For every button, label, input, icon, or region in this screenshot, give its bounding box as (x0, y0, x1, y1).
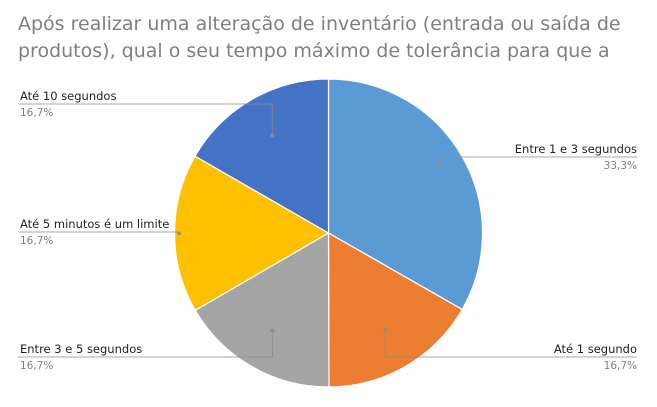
leader-line-5 (18, 103, 273, 136)
chart-title-line-1: Após realizar uma alteração de inventári… (18, 13, 621, 35)
pie-slice-4 (173, 155, 330, 312)
leader-line-3 (18, 330, 273, 358)
pie-slice-3 (194, 231, 330, 388)
slice-value-label: 16,7% (20, 107, 53, 119)
data-labels: Entre 1 e 3 segundos 33,3% Até 1 segundo 16… (18, 89, 637, 372)
leader-dot-5 (270, 133, 275, 138)
leader-dot-4 (177, 231, 181, 235)
pie-slices (173, 78, 484, 388)
chart-title: Após realizar uma alteração de inventári… (18, 13, 621, 62)
pie-slice-1 (327, 78, 484, 311)
leader-line-1 (439, 156, 637, 169)
pie-slice-2 (327, 231, 464, 388)
leader-line-4 (18, 231, 180, 234)
slice-value-label: 16,7% (20, 360, 53, 372)
slice-category-label: Até 5 minutos é um limite (20, 217, 169, 231)
data-label-3: Entre 3 e 5 segundos 16,7% (18, 328, 275, 372)
slice-category-label: Entre 3 e 5 segundos (20, 342, 142, 356)
leader-dot-1 (438, 166, 443, 170)
pie-slice-5 (194, 78, 330, 235)
slice-category-label: Entre 1 e 3 segundos (515, 142, 637, 156)
chart-title-line-2: produtos), qual o seu tempo máximo de to… (18, 40, 610, 62)
slice-value-label: 16,7% (604, 360, 637, 372)
slice-value-label: 16,7% (20, 235, 53, 247)
data-label-2: Até 1 segundo 16,7% (383, 328, 637, 372)
slice-value-label: 33,3% (604, 160, 637, 172)
leader-dot-3 (270, 328, 275, 333)
leader-line-2 (384, 330, 637, 358)
slice-category-label: Até 10 segundos (20, 89, 116, 103)
data-label-4: Até 5 minutos é um limite 16,7% (18, 217, 181, 247)
data-label-1: Entre 1 e 3 segundos 33,3% (438, 142, 637, 172)
leader-dot-2 (383, 328, 387, 333)
slice-category-label: Até 1 segundo (554, 342, 637, 356)
data-label-5: Até 10 segundos 16,7% (18, 89, 275, 138)
